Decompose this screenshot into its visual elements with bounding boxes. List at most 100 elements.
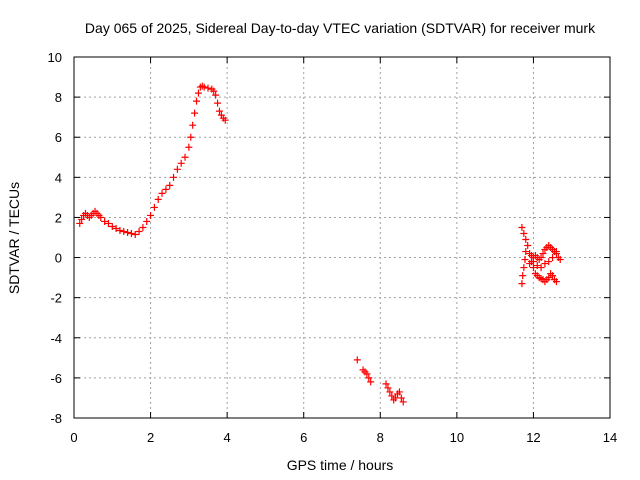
data-point [533,262,541,270]
data-point [363,370,371,378]
data-point [215,107,223,115]
y-tick-label: 10 [48,50,62,65]
data-point [395,388,403,396]
data-point [200,83,208,91]
data-point [365,374,373,382]
y-tick-label: 8 [55,90,62,105]
data-point [552,278,560,286]
plot-frame [73,56,611,419]
data-point [112,224,120,232]
data-point [549,254,557,262]
x-tick-label: 0 [70,430,77,445]
data-point [386,388,394,396]
data-point [170,173,178,181]
data-point [124,228,132,236]
axis-ticks [73,56,611,419]
data-point [127,229,135,237]
chart-title: Day 065 of 2025, Sidereal Day-to-day VTE… [85,20,596,36]
data-point [104,219,112,227]
data-point [537,264,545,272]
data-point [552,248,560,256]
data-point [212,91,220,99]
data-point [139,223,147,231]
data-point [397,394,405,402]
data-series [76,82,229,238]
data-point [382,380,390,388]
x-tick-label: 10 [450,430,464,445]
y-tick-label: 0 [55,251,62,266]
data-point [539,250,547,258]
data-point [529,264,537,272]
data-point [191,109,199,117]
data-point [522,236,530,244]
data-point [108,222,116,230]
data-point [210,87,218,95]
data-point [522,248,530,256]
data-point [187,133,195,141]
data-point [185,143,193,151]
data-point [116,226,124,234]
x-tick-label: 2 [147,430,154,445]
data-point [528,252,536,260]
data-point [193,97,201,105]
data-point [518,280,526,288]
data-point [173,165,181,173]
data-series [353,356,407,406]
data-series [518,223,564,288]
y-tick-label: -8 [50,411,62,426]
data-point [519,272,527,280]
data-point [529,258,537,266]
y-tick-label: 6 [55,130,62,145]
x-tick-label: 8 [377,430,384,445]
data-point [388,392,396,400]
y-tick-label: 2 [55,210,62,225]
data-point [541,260,549,268]
data-point [131,230,139,238]
x-axis-label: GPS time / hours [287,457,394,473]
data-point [545,258,553,266]
data-point [549,272,557,280]
data-point [147,211,155,219]
y-tick-labels: -8 -6 -4 -2 0 2 4 6 8 10 [48,50,62,426]
data-point [526,260,534,268]
data-point [97,213,105,221]
data-point [150,203,158,211]
data-point [76,219,84,227]
data-point [367,378,375,386]
data-point [78,215,86,223]
y-tick-label: 4 [55,170,62,185]
data-point [384,384,392,392]
data-point [521,256,529,264]
x-tick-label: 12 [526,430,540,445]
data-point [189,121,197,129]
y-tick-label: -4 [50,331,62,346]
grid [74,57,610,418]
data-point [524,242,532,250]
x-tick-label: 14 [603,430,617,445]
data-point [158,189,166,197]
x-tick-label: 6 [300,430,307,445]
data-point [537,254,545,262]
data-point [353,356,361,364]
data-point [204,84,212,92]
data-point [399,398,407,406]
y-tick-label: -2 [50,291,62,306]
data-point [177,159,185,167]
data-point [194,89,202,97]
data-point [556,256,564,264]
data-point [162,185,170,193]
x-tick-labels: 0 2 4 6 8 10 12 14 [70,430,617,445]
data-point [545,274,553,282]
data-points [76,82,564,406]
data-point [166,181,174,189]
data-point [214,99,222,107]
y-tick-label: -6 [50,371,62,386]
data-point [181,153,189,161]
data-point [135,227,143,235]
data-point [101,217,109,225]
y-axis-label: SDTVAR / TECUs [6,182,22,294]
data-point [520,264,528,272]
data-point [143,217,151,225]
data-point [154,195,162,203]
